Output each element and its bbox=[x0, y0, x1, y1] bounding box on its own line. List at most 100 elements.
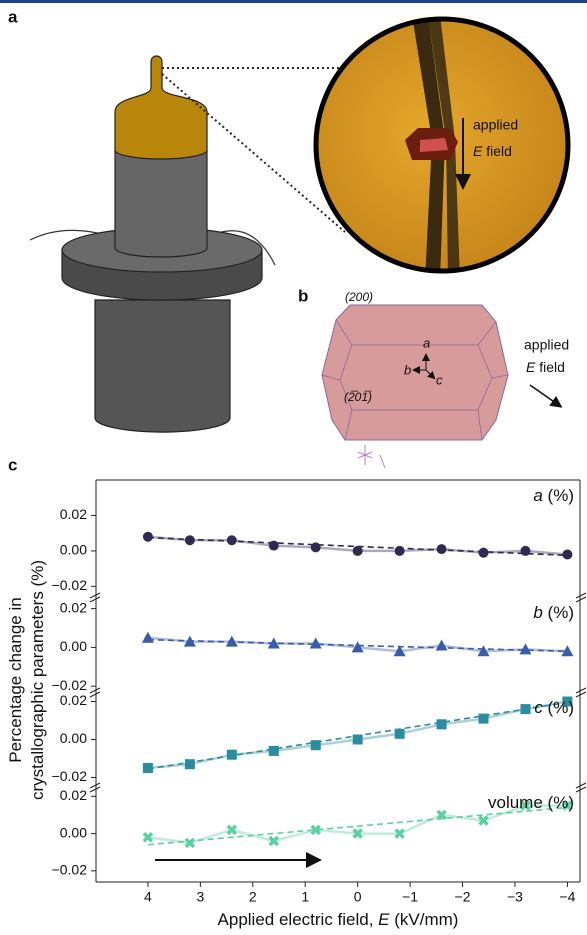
axis-break bbox=[89, 782, 587, 793]
panel-label: b bbox=[298, 286, 308, 305]
data-point bbox=[268, 745, 279, 756]
data-point bbox=[351, 641, 364, 653]
data-point bbox=[184, 759, 195, 770]
panel-value-unit: (%) bbox=[548, 793, 574, 812]
crystal-field-unit: field bbox=[539, 359, 565, 375]
data-point bbox=[268, 540, 279, 551]
y-tick-label: 0.02 bbox=[60, 787, 87, 803]
x-tick-label: −1 bbox=[402, 889, 418, 905]
panel-value-label: volume (%) bbox=[488, 793, 574, 812]
zoom-label: E field bbox=[473, 143, 512, 159]
x-tick-label: 0 bbox=[354, 889, 362, 905]
data-point bbox=[394, 728, 405, 739]
data-point bbox=[309, 637, 322, 649]
data-point bbox=[352, 734, 363, 745]
y-tick-label: −0.02 bbox=[52, 862, 88, 878]
data-point bbox=[519, 643, 532, 655]
data-point bbox=[225, 635, 238, 647]
panel-value-unit: (%) bbox=[548, 698, 574, 717]
crystal-axis: a bbox=[423, 335, 430, 350]
y-tick-label: 0.00 bbox=[60, 638, 87, 654]
data-point bbox=[310, 824, 321, 836]
x-axis-label-var: E bbox=[378, 910, 390, 929]
data-point bbox=[142, 832, 154, 843]
axis-break bbox=[89, 592, 587, 603]
data-point bbox=[436, 544, 447, 555]
crystal-field-label: applied bbox=[524, 337, 569, 353]
data-point bbox=[520, 545, 531, 556]
data-point bbox=[394, 828, 405, 839]
holder-illustration bbox=[29, 55, 346, 433]
y-tick-label: 0.00 bbox=[60, 542, 87, 558]
data-point bbox=[478, 713, 489, 724]
panel-value-var: c bbox=[534, 698, 543, 717]
data-point bbox=[393, 645, 406, 657]
data-point bbox=[352, 828, 363, 839]
panel-value-label: c (%) bbox=[534, 698, 574, 717]
data-point bbox=[435, 639, 448, 651]
panel-label: a bbox=[8, 7, 18, 26]
data-point bbox=[310, 740, 321, 751]
zoom-label: applied bbox=[473, 117, 518, 133]
data-point bbox=[477, 645, 490, 657]
x-tick-label: 2 bbox=[249, 889, 257, 905]
data-point bbox=[562, 800, 573, 811]
y-tick-label: 0.02 bbox=[60, 506, 87, 522]
data-point bbox=[310, 542, 321, 553]
axis-break bbox=[89, 687, 587, 698]
data-point bbox=[268, 835, 280, 847]
x-tick-label: 1 bbox=[301, 889, 309, 905]
x-axis-label: Applied electric field, E (kV/mm) bbox=[218, 910, 459, 929]
x-tick-label: 3 bbox=[196, 889, 204, 905]
data-point bbox=[478, 547, 489, 558]
panel-value-var: b bbox=[533, 603, 542, 622]
y-tick-label: 0.00 bbox=[60, 824, 87, 840]
y-tick-label: −0.02 bbox=[52, 577, 88, 593]
panel-value-label: b (%) bbox=[533, 603, 574, 622]
crystal-axis: c bbox=[436, 372, 443, 387]
y-axis-label: Percentage change in crystallographic par… bbox=[6, 560, 47, 800]
panel-value-unit: (%) bbox=[548, 603, 574, 622]
crystal-face: (200) bbox=[345, 290, 373, 304]
data-point bbox=[267, 637, 280, 649]
data-point bbox=[226, 535, 237, 546]
data-point bbox=[561, 645, 574, 657]
data-point bbox=[394, 545, 405, 556]
data-point bbox=[478, 815, 489, 826]
data-point bbox=[562, 549, 573, 560]
top-rule bbox=[0, 0, 587, 3]
y-tick-label: −0.02 bbox=[52, 677, 88, 693]
data-point bbox=[436, 719, 447, 730]
data-point bbox=[183, 635, 196, 647]
data-point bbox=[520, 704, 531, 715]
panel-label: c bbox=[8, 455, 17, 474]
y-tick-label: −0.02 bbox=[52, 768, 88, 784]
crystal-face: (2̅01̅) bbox=[344, 390, 372, 404]
data-point bbox=[520, 800, 531, 811]
data-point bbox=[352, 545, 363, 556]
data-point bbox=[562, 696, 573, 707]
y-tick-label: 0.02 bbox=[60, 692, 87, 708]
data-point bbox=[184, 837, 196, 849]
crystal-illustration: (200) (2̅01̅) a b c applied E field bbox=[321, 290, 569, 469]
crystal-field-label: E field bbox=[526, 359, 565, 375]
zoom-label-var: E bbox=[473, 143, 483, 159]
data-point bbox=[141, 631, 154, 643]
data-point bbox=[226, 749, 237, 760]
y-tick-label: 0.02 bbox=[60, 599, 87, 615]
x-tick-label: −2 bbox=[455, 889, 471, 905]
panel-value-var: a bbox=[533, 486, 542, 505]
x-tick-label: −4 bbox=[559, 889, 575, 905]
crystal-axis: b bbox=[404, 362, 411, 377]
zoom-photo: applied E field bbox=[313, 16, 571, 274]
y-axis-label-line: Percentage change in bbox=[6, 597, 25, 762]
data-point bbox=[142, 763, 153, 773]
y-axis-label-line: crystallographic parameters (%) bbox=[28, 560, 47, 800]
x-axis-label-text: Applied electric field, bbox=[218, 910, 379, 929]
crystal-field-var: E bbox=[526, 359, 536, 375]
x-axis-label-unit: (kV/mm) bbox=[390, 910, 459, 929]
zoom-label-unit: field bbox=[486, 143, 512, 159]
data-point bbox=[142, 531, 153, 542]
